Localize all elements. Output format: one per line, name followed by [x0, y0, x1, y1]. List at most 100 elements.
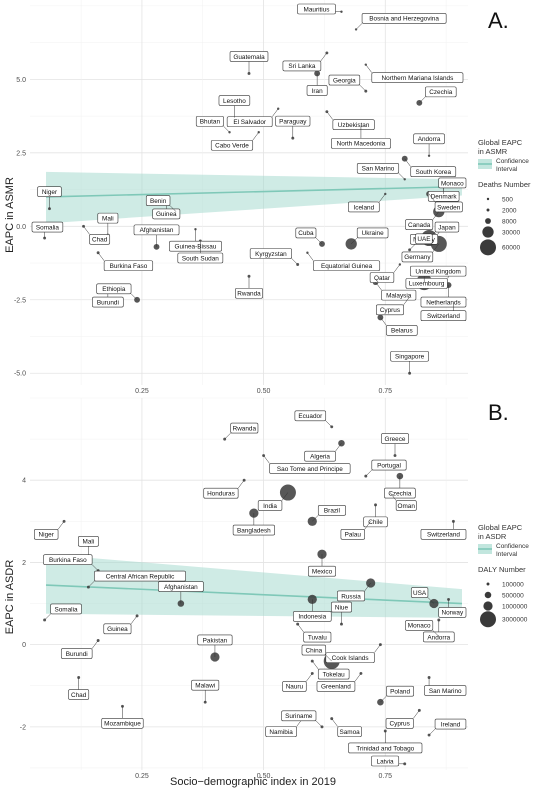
country-label: Malaysia: [386, 292, 412, 299]
country-label: Burkina Faso: [110, 263, 148, 270]
country-label-box: [89, 233, 111, 245]
label-leader: [130, 293, 138, 300]
country-label: Sweden: [437, 204, 461, 211]
country-label: Somalia: [54, 606, 78, 613]
legend-size-label: 100000: [502, 581, 524, 588]
country-label-box: [303, 631, 332, 643]
label-leader: [320, 52, 328, 62]
country-label: Russia: [341, 593, 361, 600]
country-label-box: [381, 433, 409, 444]
country-label-box: [405, 620, 434, 631]
country-label-box: [375, 304, 404, 316]
x-tick-label: 0.50: [257, 388, 271, 395]
y-tick-label: -2: [20, 724, 26, 731]
country-label: San Marino: [429, 688, 462, 695]
country-label-box: [230, 422, 259, 434]
country-label-box: [434, 201, 463, 213]
country-label-box: [381, 289, 417, 301]
country-label: North Macedonia: [337, 141, 386, 148]
country-label: United Kingdom: [415, 268, 460, 275]
country-label-box: [425, 86, 457, 98]
label-leader: [97, 252, 105, 261]
legend-band-label: Confidence Interval: [496, 543, 529, 558]
country-label: Guinea: [107, 626, 128, 633]
country-label-box: [265, 726, 297, 737]
country-label: Malawi: [195, 682, 215, 689]
ticks-a: -5.0 -2.5 0.0 2.5 5.0 0.25 0.50 0.75: [14, 77, 392, 395]
country-label: Oman: [398, 503, 416, 510]
country-label: China: [306, 647, 323, 654]
panel-letter-b: B.: [488, 400, 509, 425]
country-label: Iran: [312, 88, 323, 95]
country-label-box: [316, 681, 356, 692]
legend-size-swatch: [486, 582, 490, 586]
country-label-box: [218, 95, 251, 106]
country-label-box: [420, 296, 467, 308]
country-label-box: [257, 500, 283, 511]
country-label: Cuba: [298, 230, 314, 237]
label-leader: [359, 84, 366, 92]
legend-size-label: 30000: [502, 229, 520, 236]
legend-a: Global EAPC in ASMR Confidence Interval Deat…: [478, 138, 531, 256]
country-label-box: [226, 116, 273, 128]
label-leader: [432, 243, 439, 253]
legend-size-swatch: [486, 197, 490, 201]
country-label: Cyprus: [380, 307, 400, 314]
country-label-box: [169, 240, 222, 252]
country-label-box: [438, 607, 467, 618]
y-tick-label: 0: [22, 642, 26, 649]
label-leader: [403, 296, 410, 305]
country-label-box: [386, 325, 418, 336]
country-label-box: [401, 251, 434, 263]
legend-line-title: Global EAPC in ASMR: [478, 138, 523, 156]
confidence-band-a: [46, 171, 462, 224]
country-label-box: [229, 51, 269, 62]
country-label: Pakistan: [203, 637, 228, 644]
x-tick-label: 0.75: [378, 388, 392, 395]
country-label: Lesotho: [223, 98, 246, 105]
country-label: Latvia: [377, 758, 394, 765]
legend-size-label: 3000000: [502, 617, 528, 624]
label-leader: [428, 193, 436, 203]
legend-size-swatch: [482, 226, 494, 238]
country-label-box: [317, 668, 350, 680]
country-label-box: [390, 350, 429, 362]
data-point: [203, 700, 207, 704]
label-leader: [375, 281, 382, 291]
label-leader: [315, 720, 323, 728]
country-label-box: [292, 611, 332, 622]
country-label: Bangladesh: [237, 527, 271, 534]
country-label-box: [275, 115, 311, 127]
country-label-box: [249, 248, 292, 259]
country-label-box: [97, 212, 119, 224]
country-label-box: [410, 587, 429, 598]
country-label: Paraguay: [279, 118, 307, 125]
label-leader: [223, 126, 230, 133]
country-label: Afghanistan: [140, 227, 174, 234]
country-label-box: [438, 177, 467, 189]
legend-line-title: Global EAPC in ASDR: [478, 523, 523, 541]
country-label: Czechia: [388, 490, 412, 497]
data-point: [247, 274, 251, 278]
country-label-box: [78, 536, 99, 547]
country-label: Andorra: [427, 634, 450, 641]
country-label: Palau: [345, 532, 362, 539]
country-label-box: [210, 139, 254, 151]
country-label: Suriname: [285, 713, 313, 720]
country-label-box: [103, 260, 154, 272]
country-label: Mozambique: [104, 721, 141, 728]
data-point: [340, 622, 343, 626]
country-label: Guatemala: [233, 54, 265, 61]
data-point: [291, 136, 295, 140]
fit-line-b: [45, 584, 463, 605]
label-leader: [432, 211, 439, 220]
country-label-box: [332, 119, 375, 130]
confidence-band-b: [46, 554, 462, 618]
country-label: Andorra: [418, 136, 441, 143]
label-leader: [91, 640, 99, 649]
country-label: USA: [413, 590, 427, 597]
label-leader: [169, 205, 177, 212]
country-label: El Salvador: [233, 119, 267, 126]
country-label: Denmark: [431, 194, 458, 201]
country-label-box: [304, 450, 336, 462]
